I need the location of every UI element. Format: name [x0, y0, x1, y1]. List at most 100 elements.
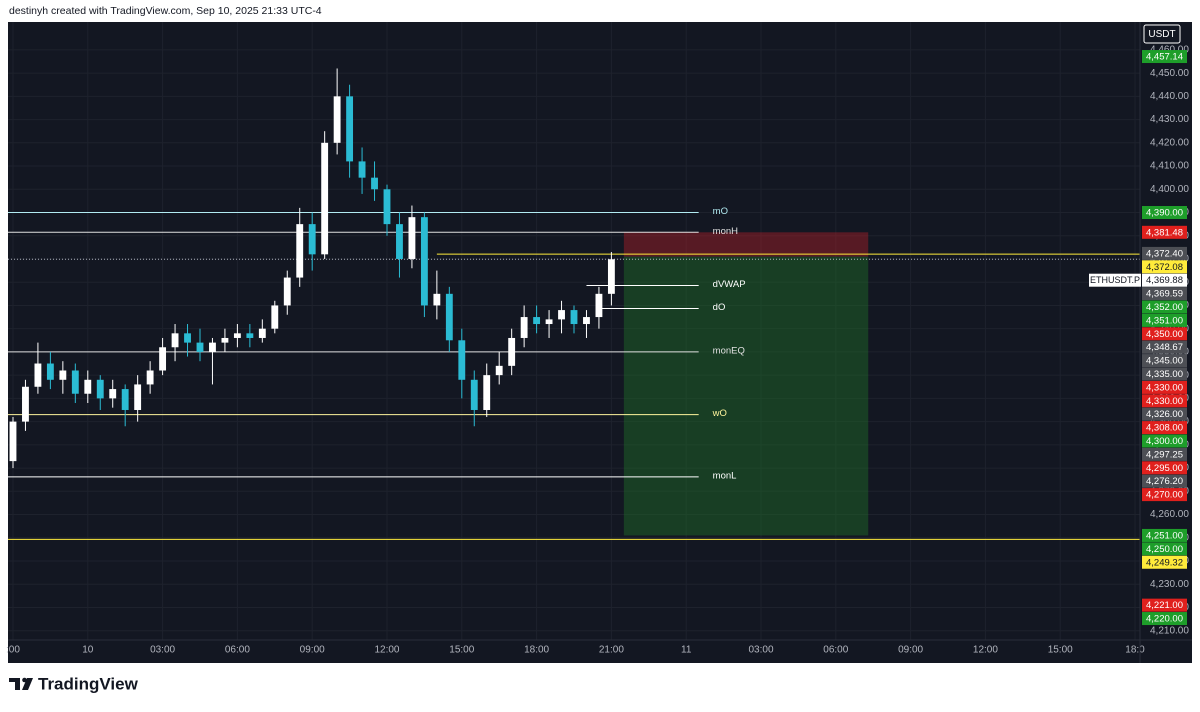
target-zone	[623, 256, 869, 536]
y-tick-label: 4,440.00	[1150, 91, 1189, 102]
x-tick-label: 21:00	[599, 645, 624, 656]
price-label-box	[1142, 300, 1187, 314]
price-label: 4,270.00	[1146, 490, 1183, 501]
x-tick-label: 03:00	[150, 645, 175, 656]
y-tick-label: 4,460.00	[1150, 45, 1189, 56]
candle-body	[109, 389, 117, 399]
candle-body	[221, 337, 229, 343]
candle-body	[159, 347, 167, 371]
candle-body	[583, 317, 590, 325]
x-tick-label: 06:00	[225, 645, 250, 656]
candle-body	[558, 310, 565, 320]
candle-body	[34, 363, 42, 387]
candle-body	[358, 161, 366, 178]
candle-body	[22, 386, 29, 422]
candle-body	[408, 217, 416, 259]
chart-title: destinyh created with TradingView.com, S…	[9, 5, 322, 17]
candle-body	[420, 217, 428, 306]
candle-body	[396, 224, 403, 259]
price-label: 4,220.00	[1146, 614, 1183, 625]
x-tick-label: 11	[681, 645, 692, 656]
price-label-box	[1142, 50, 1187, 64]
candle-body	[533, 317, 541, 325]
chart-panel	[8, 22, 1192, 663]
candle-body	[283, 277, 291, 306]
price-label-box	[1142, 313, 1187, 327]
price-label: 4,369.88	[1146, 275, 1183, 286]
price-label: 4,295.00	[1146, 463, 1183, 474]
price-label: 4,276.20	[1146, 476, 1183, 487]
candle-body	[508, 337, 516, 366]
candle-body	[271, 305, 279, 329]
x-tick-label: 15:00	[449, 645, 474, 656]
candle-body	[383, 189, 391, 225]
x-tick-label: 09:00	[300, 645, 325, 656]
price-label-box	[1142, 598, 1187, 612]
price-label-box	[1142, 555, 1187, 569]
plot: mO monH dVWAP dO monEQ wO monL	[8, 68, 1140, 540]
y-tick-label: 4,230.00	[1150, 579, 1189, 590]
price-label-box	[1142, 354, 1187, 368]
logo-icon	[9, 678, 33, 690]
level-label: dVWAP	[713, 279, 746, 290]
price-label: 4,457.14	[1146, 52, 1183, 63]
candle-body	[445, 293, 453, 341]
candle-body	[84, 379, 92, 394]
price-label-box	[1142, 434, 1187, 448]
axes: 4,210.004,220.004,230.004,240.004,250.00…	[6, 22, 1192, 663]
price-label: 4,300.00	[1146, 436, 1183, 447]
price-label-box	[1142, 528, 1187, 542]
price-label: 4,381.48	[1146, 227, 1183, 238]
y-tick-label: 4,410.00	[1150, 161, 1189, 172]
y-tick-label: 4,400.00	[1150, 184, 1189, 195]
candle-body	[196, 342, 204, 352]
x-tick-label: 03:00	[748, 645, 773, 656]
candle-body	[607, 259, 615, 294]
price-label: 4,372.08	[1146, 262, 1183, 273]
price-label-box	[1142, 260, 1187, 274]
currency[interactable]: USDT	[1148, 29, 1175, 40]
price-label-box	[1142, 287, 1187, 301]
candle-body	[346, 96, 354, 162]
level-label: monH	[713, 226, 738, 237]
candle-body	[246, 333, 254, 338]
candle-body	[233, 333, 241, 338]
price-label: 4,297.25	[1146, 449, 1183, 460]
candle-body	[570, 310, 578, 325]
price-label: 4,249.32	[1146, 557, 1183, 568]
stop-zone	[623, 232, 869, 257]
price-label-box	[1142, 447, 1187, 461]
candle-body	[71, 370, 79, 394]
candle-body	[520, 317, 528, 338]
candle-body	[458, 340, 466, 380]
level-label: dO	[713, 302, 726, 313]
candle-body	[9, 421, 17, 462]
price-label: 4,351.00	[1146, 315, 1183, 326]
price-label: 4,308.00	[1146, 423, 1183, 434]
price-label-box	[1142, 273, 1187, 287]
symbol-label: ETHUSDT.P	[1090, 275, 1140, 285]
logo-dot	[22, 677, 27, 683]
x-tick-label: 18:0	[1125, 645, 1145, 656]
level-label: wO	[712, 408, 727, 419]
currency-box[interactable]	[1143, 24, 1181, 44]
x-tick-label: 15:00	[1048, 645, 1073, 656]
price-label-box	[1142, 407, 1187, 421]
candle-body	[121, 389, 129, 410]
price-label: 4,250.00	[1146, 544, 1183, 555]
x-tick-label: 10	[82, 645, 94, 656]
y-tick-label: 4,260.00	[1150, 509, 1189, 520]
price-label: 4,345.00	[1146, 356, 1183, 367]
price-label: 4,221.00	[1146, 600, 1183, 611]
candle-body	[595, 293, 603, 318]
candle-body	[46, 363, 54, 380]
candle-body	[96, 379, 104, 399]
x-tick-label: 12:00	[973, 645, 998, 656]
price-label: 4,348.67	[1146, 342, 1183, 353]
x-tick-label: :00	[6, 645, 20, 656]
candle-body	[296, 224, 304, 278]
candle-body	[209, 342, 216, 352]
candle-body	[134, 384, 142, 410]
price-label: 4,369.59	[1146, 289, 1183, 300]
